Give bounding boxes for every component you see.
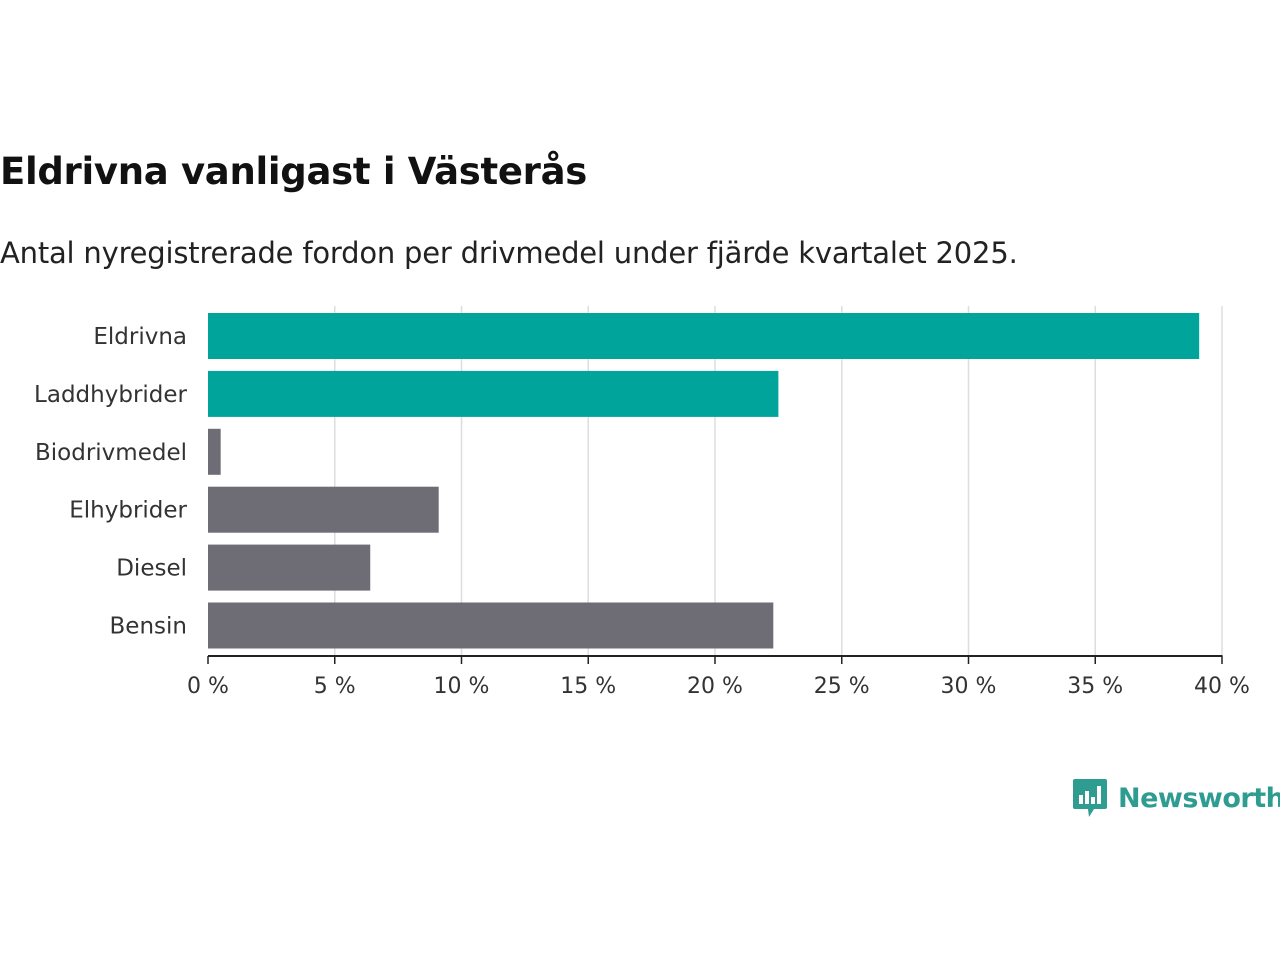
bar-bensin — [208, 602, 774, 649]
x-tick-label: 10 % — [434, 674, 490, 699]
brand-name: Newsworthy — [1118, 782, 1280, 814]
category-label: Biodrivmedel — [35, 440, 187, 466]
bar-laddhybrider — [208, 370, 779, 417]
bar-eldrivna — [208, 313, 1200, 359]
category-label: Eldrivna — [93, 324, 187, 350]
newsworthy-logo-icon — [1073, 779, 1107, 817]
x-tick-label: 25 % — [814, 674, 870, 699]
x-tick-label: 5 % — [314, 674, 356, 699]
bar-chart: Eldrivna Laddhybrider Biodrivmedel Elhybrid… — [34, 306, 1250, 699]
category-labels: Eldrivna Laddhybrider Biodrivmedel Elhybrid… — [34, 324, 187, 640]
bars — [208, 313, 1200, 649]
x-tick-label: 35 % — [1067, 674, 1123, 699]
x-axis: 0 % 5 % 10 % 15 % 20 % 25 % 30 % 35 % 40 % — [187, 655, 1250, 699]
chart-title: Eldrivna vanligast i Västerås — [0, 150, 588, 193]
bar-biodrivmedel — [208, 428, 221, 475]
bar-elhybrider — [208, 486, 439, 533]
category-label: Diesel — [116, 556, 187, 582]
gridlines — [334, 306, 1223, 656]
bar-diesel — [208, 544, 371, 591]
x-tick-label: 0 % — [187, 674, 229, 699]
category-label: Laddhybrider — [34, 382, 187, 408]
x-tick-label: 15 % — [560, 674, 616, 699]
category-label: Elhybrider — [69, 498, 187, 524]
x-tick-label: 30 % — [941, 674, 997, 699]
category-label: Bensin — [110, 614, 187, 640]
x-tick-label: 20 % — [687, 674, 743, 699]
x-tick-label: 40 % — [1194, 674, 1250, 699]
newsworthy-logo: Newsworthy — [1072, 776, 1280, 820]
chart-subtitle: Antal nyregistrerade fordon per drivmede… — [0, 236, 1018, 270]
